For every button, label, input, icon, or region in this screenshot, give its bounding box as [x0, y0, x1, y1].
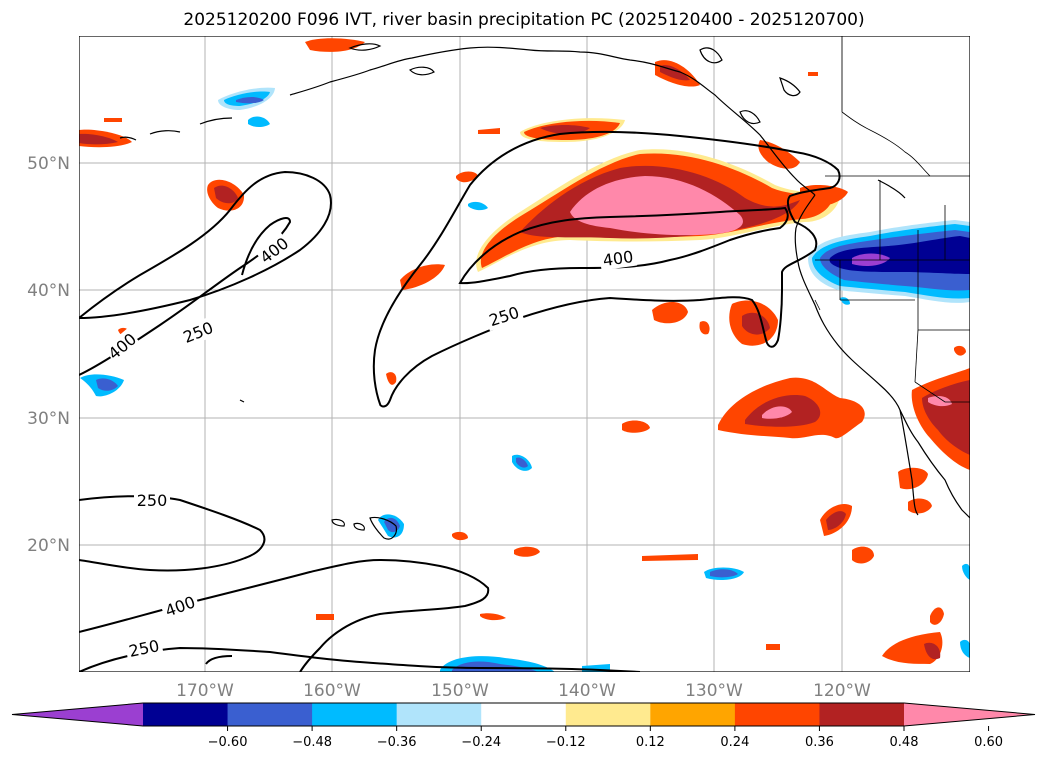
lat-label-30n: 30°N	[27, 409, 70, 429]
precip-blob-tropics-8	[882, 632, 943, 664]
colorbar-segment	[650, 703, 736, 726]
ivt-contours	[79, 130, 841, 672]
colorbar-tick-label: −0.24	[461, 735, 501, 750]
contour-label: 250	[137, 491, 168, 510]
colorbar-segment	[565, 703, 651, 726]
precip-blob-tropics-5	[642, 554, 698, 561]
colorbar-extend-low	[12, 703, 143, 726]
colorbar-segment	[312, 703, 398, 726]
precip-negative-regions	[80, 87, 970, 672]
coastline-west-us	[794, 194, 970, 519]
precip-blob-tropics-6	[514, 546, 540, 557]
colorbar-segment	[227, 703, 313, 726]
lat-label-20n: 20°N	[27, 536, 70, 556]
colorbar: −0.60 −0.48 −0.36 −0.24 −0.12 0.12 0.24 0.36 0.4…	[11, 702, 1036, 750]
lon-label-170w: 170°W	[176, 681, 234, 701]
colorbar-tick-label: 0.36	[805, 735, 834, 750]
coastlines	[119, 43, 970, 540]
colorbar-tick-label: 0.60	[974, 735, 1003, 750]
precip-blob-tropics-7	[622, 420, 650, 433]
colorbar-outline	[11, 702, 1036, 727]
lon-label-150w: 150°W	[431, 681, 489, 701]
lon-label-120w: 120°W	[813, 681, 871, 701]
lon-label-160w: 160°W	[303, 681, 361, 701]
colorbar-tick-label: 0.48	[890, 735, 919, 750]
precip-blob-sub-1	[400, 264, 445, 290]
contour-label: 400	[602, 247, 635, 270]
precip-blob-tropics-4	[852, 546, 874, 564]
precip-blob-sub-2	[652, 301, 688, 324]
map-panel: 400 250 400 250 400 250 250 400	[79, 36, 970, 672]
colorbar-segment	[481, 703, 567, 726]
colorbar-tick-label: 0.12	[636, 735, 665, 750]
colorbar-extend-high	[904, 703, 1035, 726]
ivt-contour-250-arc	[372, 130, 841, 408]
precip-positive-regions	[79, 38, 970, 664]
gridlines	[79, 36, 970, 672]
colorbar-tick-label: −0.60	[208, 735, 248, 750]
ivt-contour-250-bottom	[79, 646, 641, 672]
lon-label-140w: 140°W	[558, 681, 616, 701]
precip-blob-tropics-2	[898, 467, 928, 490]
ivt-contour-400-main	[79, 217, 292, 376]
colorbar-segment	[819, 703, 905, 726]
lat-label-50n: 50°N	[27, 154, 70, 174]
political-borders	[814, 36, 970, 403]
colorbar-segment	[396, 703, 482, 726]
colorbar-tick-label: 0.24	[720, 735, 749, 750]
coastline-alaska	[289, 46, 816, 196]
longitude-labels: 170°W 160°W 150°W 140°W 130°W 120°W	[176, 681, 871, 701]
precip-band-core	[570, 176, 743, 236]
colorbar-tick-label: −0.36	[377, 735, 417, 750]
figure-title: 2025120200 F096 IVT, river basin precipi…	[183, 10, 864, 30]
colorbar-tick-label: −0.48	[292, 735, 332, 750]
ivt-contour-400-south	[79, 558, 490, 672]
colorbar-segment	[734, 703, 820, 726]
colorbar-segment	[143, 703, 229, 726]
latitude-labels: 50°N 40°N 30°N 20°N	[27, 154, 70, 556]
colorbar-tick-label: −0.12	[546, 735, 586, 750]
ivt-contour-250-main	[79, 170, 332, 319]
lon-label-130w: 130°W	[685, 681, 743, 701]
ivt-contour-400-arc	[458, 206, 789, 285]
lat-label-40n: 40°N	[27, 281, 70, 301]
contour-labels: 400 250 400 250 400 250 250 400	[103, 232, 638, 662]
